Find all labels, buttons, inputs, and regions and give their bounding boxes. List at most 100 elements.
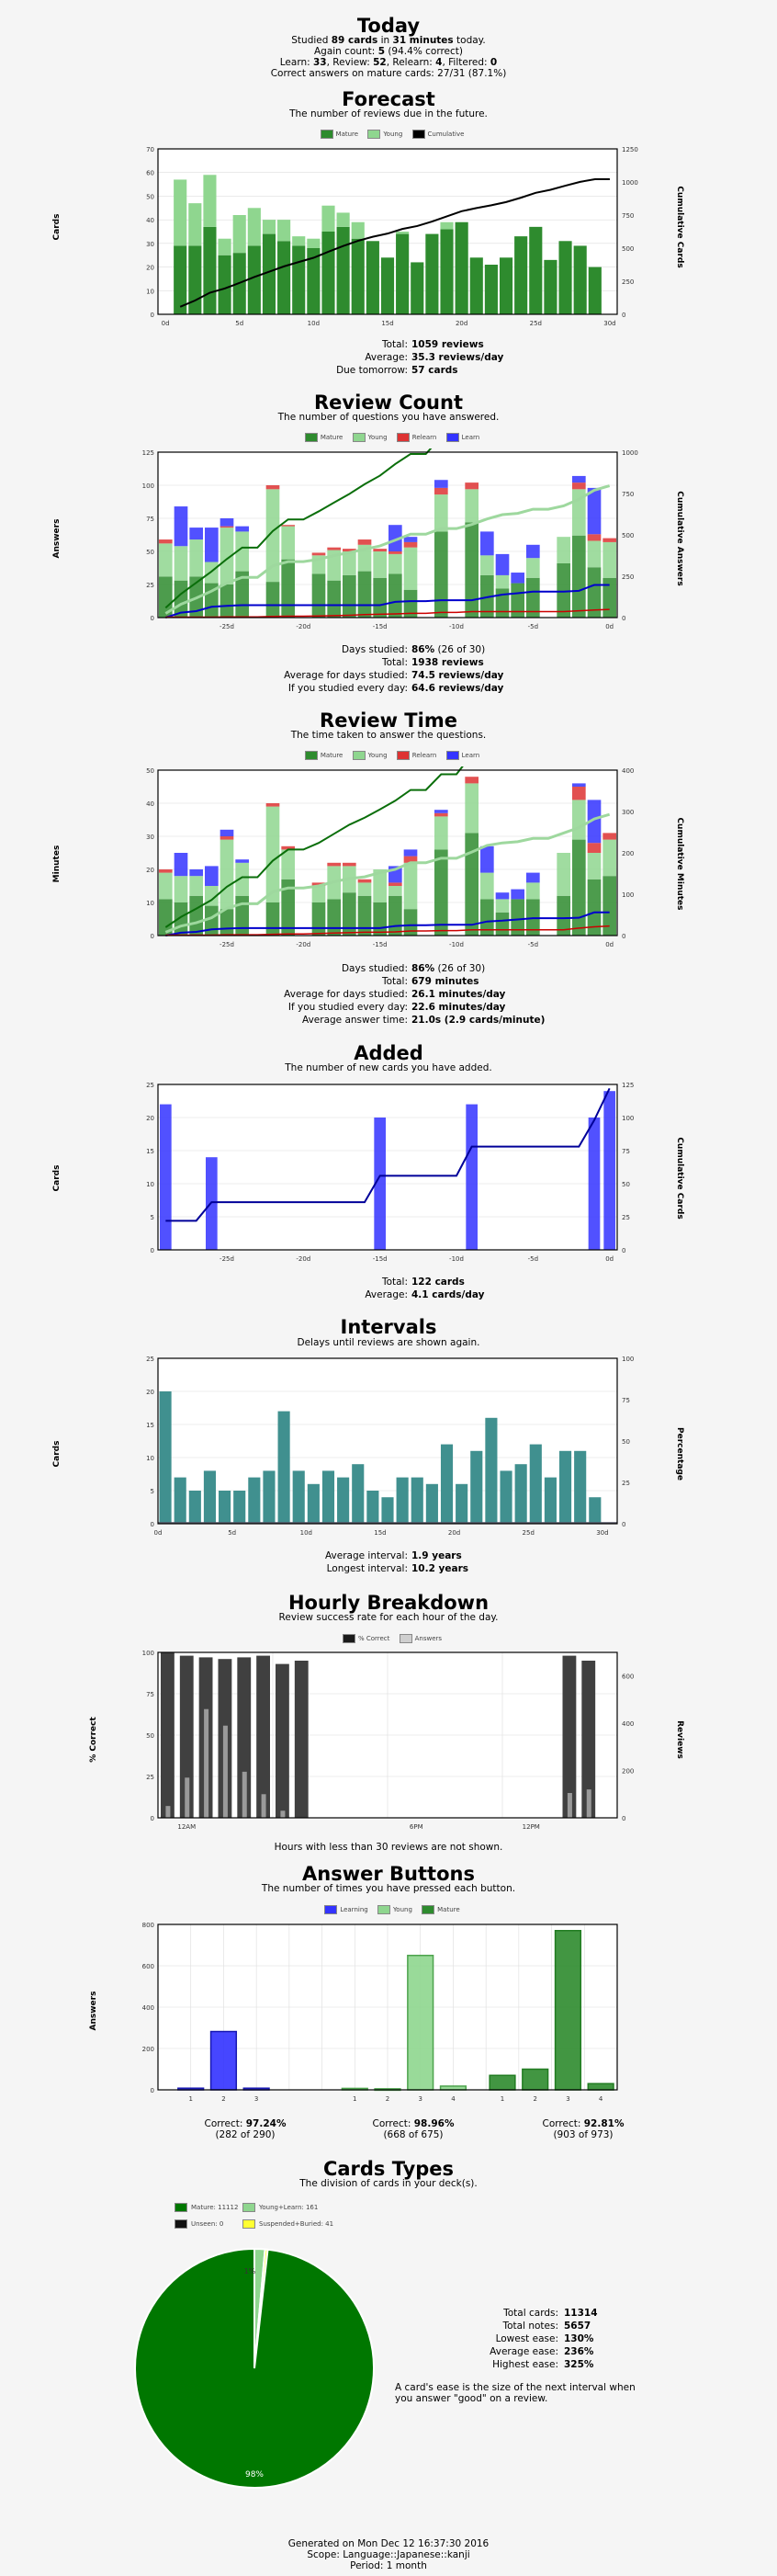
y-tick-label: 100 [142,1650,154,1657]
bar-young [587,853,602,879]
stat-value: 1.9 years [411,1550,462,1561]
bar-young [407,1955,434,2091]
pie-label-mature: 98% [245,2470,264,2480]
x-tick-label: 2 [533,2095,536,2103]
bar-answers [165,1806,171,1818]
bar-mature [572,839,586,936]
x-tick-label: 4 [451,2095,456,2103]
bar-young [587,540,602,568]
x-tick-label: -25d [220,1255,234,1263]
bar-young [403,862,418,910]
bar-correct [276,1663,289,1818]
bar-young [307,238,321,248]
bar-relearn [388,551,402,554]
bar-interval [381,1497,394,1524]
card-types-legend-unseen: Unseen: 0 [175,2219,223,2229]
review-time-title: Review Time [320,709,457,732]
y2-tick-label: 600 [622,1674,634,1681]
bar-mature [573,245,587,314]
y-tick-label: 25 [146,1774,154,1781]
answer-buttons-title: Answer Buttons [302,1863,475,1885]
y-tick-label: 15 [146,1422,154,1429]
x-tick-label: -25d [220,623,234,630]
bar-mature [465,833,479,936]
bar-correct [179,1655,194,1818]
x-tick-label: -10d [449,1255,464,1263]
y-tick-label: 25 [146,1356,154,1363]
review-count-title: Review Count [313,392,464,414]
bar-mature [587,2082,614,2091]
y2-tick-label: 50 [622,1438,630,1446]
bar-mature [277,241,291,314]
bar-relearn [220,836,234,840]
stat-value: 122 cards [411,1277,465,1288]
bar-mature [440,229,454,314]
y2-tick-label: 25 [622,1480,630,1487]
bar-added [466,1104,478,1250]
review-time-ylabel-right: Cumulative Minutes [675,817,684,911]
card-types-title: Cards Types [322,2158,455,2180]
bar-relearn [572,482,586,490]
bar-relearn [434,812,448,817]
review-time-stats: Days studied: 86% (26 of 30) Total: 679 min… [0,962,777,1027]
review-count-subtitle: The number of questions you have answere… [277,412,500,423]
today-studied: Studied 89 cards in 31 minutes today. [291,35,486,46]
bar-relearn [343,862,356,867]
plot-area [158,770,617,936]
x-tick-label: -15d [373,623,388,630]
cumulative-total-line [164,448,433,609]
hourly-legend: % Correct Answers [0,1634,777,1643]
bar-mature [357,895,372,936]
y-tick-label: 75 [146,516,154,523]
bar-young [174,546,188,581]
stat-row: Average answer time: 21.0s (2.9 cards/min… [0,1014,777,1027]
stat-label: Total notes: [502,2321,558,2332]
y-tick-label: 40 [146,800,154,808]
x-tick-label: 15d [374,1529,386,1537]
cumulative-line [179,177,610,308]
cumulative-learn-line [165,584,610,618]
bar-learn [220,829,234,836]
bar-mature [511,583,524,618]
y2-tick-label: 400 [622,767,634,775]
bar-young [247,208,261,246]
bar-answers [222,1725,228,1818]
x-tick-label: 12PM [523,1823,540,1831]
bar-young [388,553,402,574]
bar-answers [242,1771,247,1818]
stat-row: If you studied every day: 64.6 reviews/da… [0,682,777,695]
cumulative-young-line [164,812,611,934]
cumulative-relearn-line [165,608,610,618]
bar-mature [495,912,510,936]
y2-tick-label: 50 [622,1181,630,1188]
stat-row: Longest interval: 10.2 years [0,1562,777,1575]
bar-young [440,221,454,230]
bar-added [160,1104,172,1250]
y-tick-label: 5 [151,1214,154,1221]
bar-mature [484,265,498,314]
bar-relearn [388,882,402,886]
bar-interval [440,1444,454,1524]
stat-label: Average for days studied: [284,989,408,1000]
bar-relearn [465,482,479,490]
y2-tick-label: 500 [622,532,634,539]
bar-young [495,574,510,589]
y2-tick-label: 0 [622,1247,625,1254]
hourly-ylabel-right: Reviews [675,1720,684,1759]
today-again: Again count: 5 (94.4% correct) [313,46,463,57]
x-tick-label: 0d [605,1255,614,1263]
y2-tick-label: 100 [622,1356,634,1363]
bar-young [480,555,494,575]
bar-correct [237,1657,252,1818]
y-tick-label: 30 [146,241,154,248]
x-tick-label: -10d [449,623,464,630]
x-tick-label: 15d [381,320,393,327]
bar-mature [220,584,234,618]
today-breakdown: Learn: 33, Review: 52, Relearn: 4, Filte… [279,57,498,68]
bar-mature [336,226,350,314]
y-tick-label: 10 [146,288,154,295]
bar-learn [495,553,510,575]
bar-interval [425,1483,438,1524]
bar-relearn [281,525,295,527]
bar-mature [425,233,439,314]
